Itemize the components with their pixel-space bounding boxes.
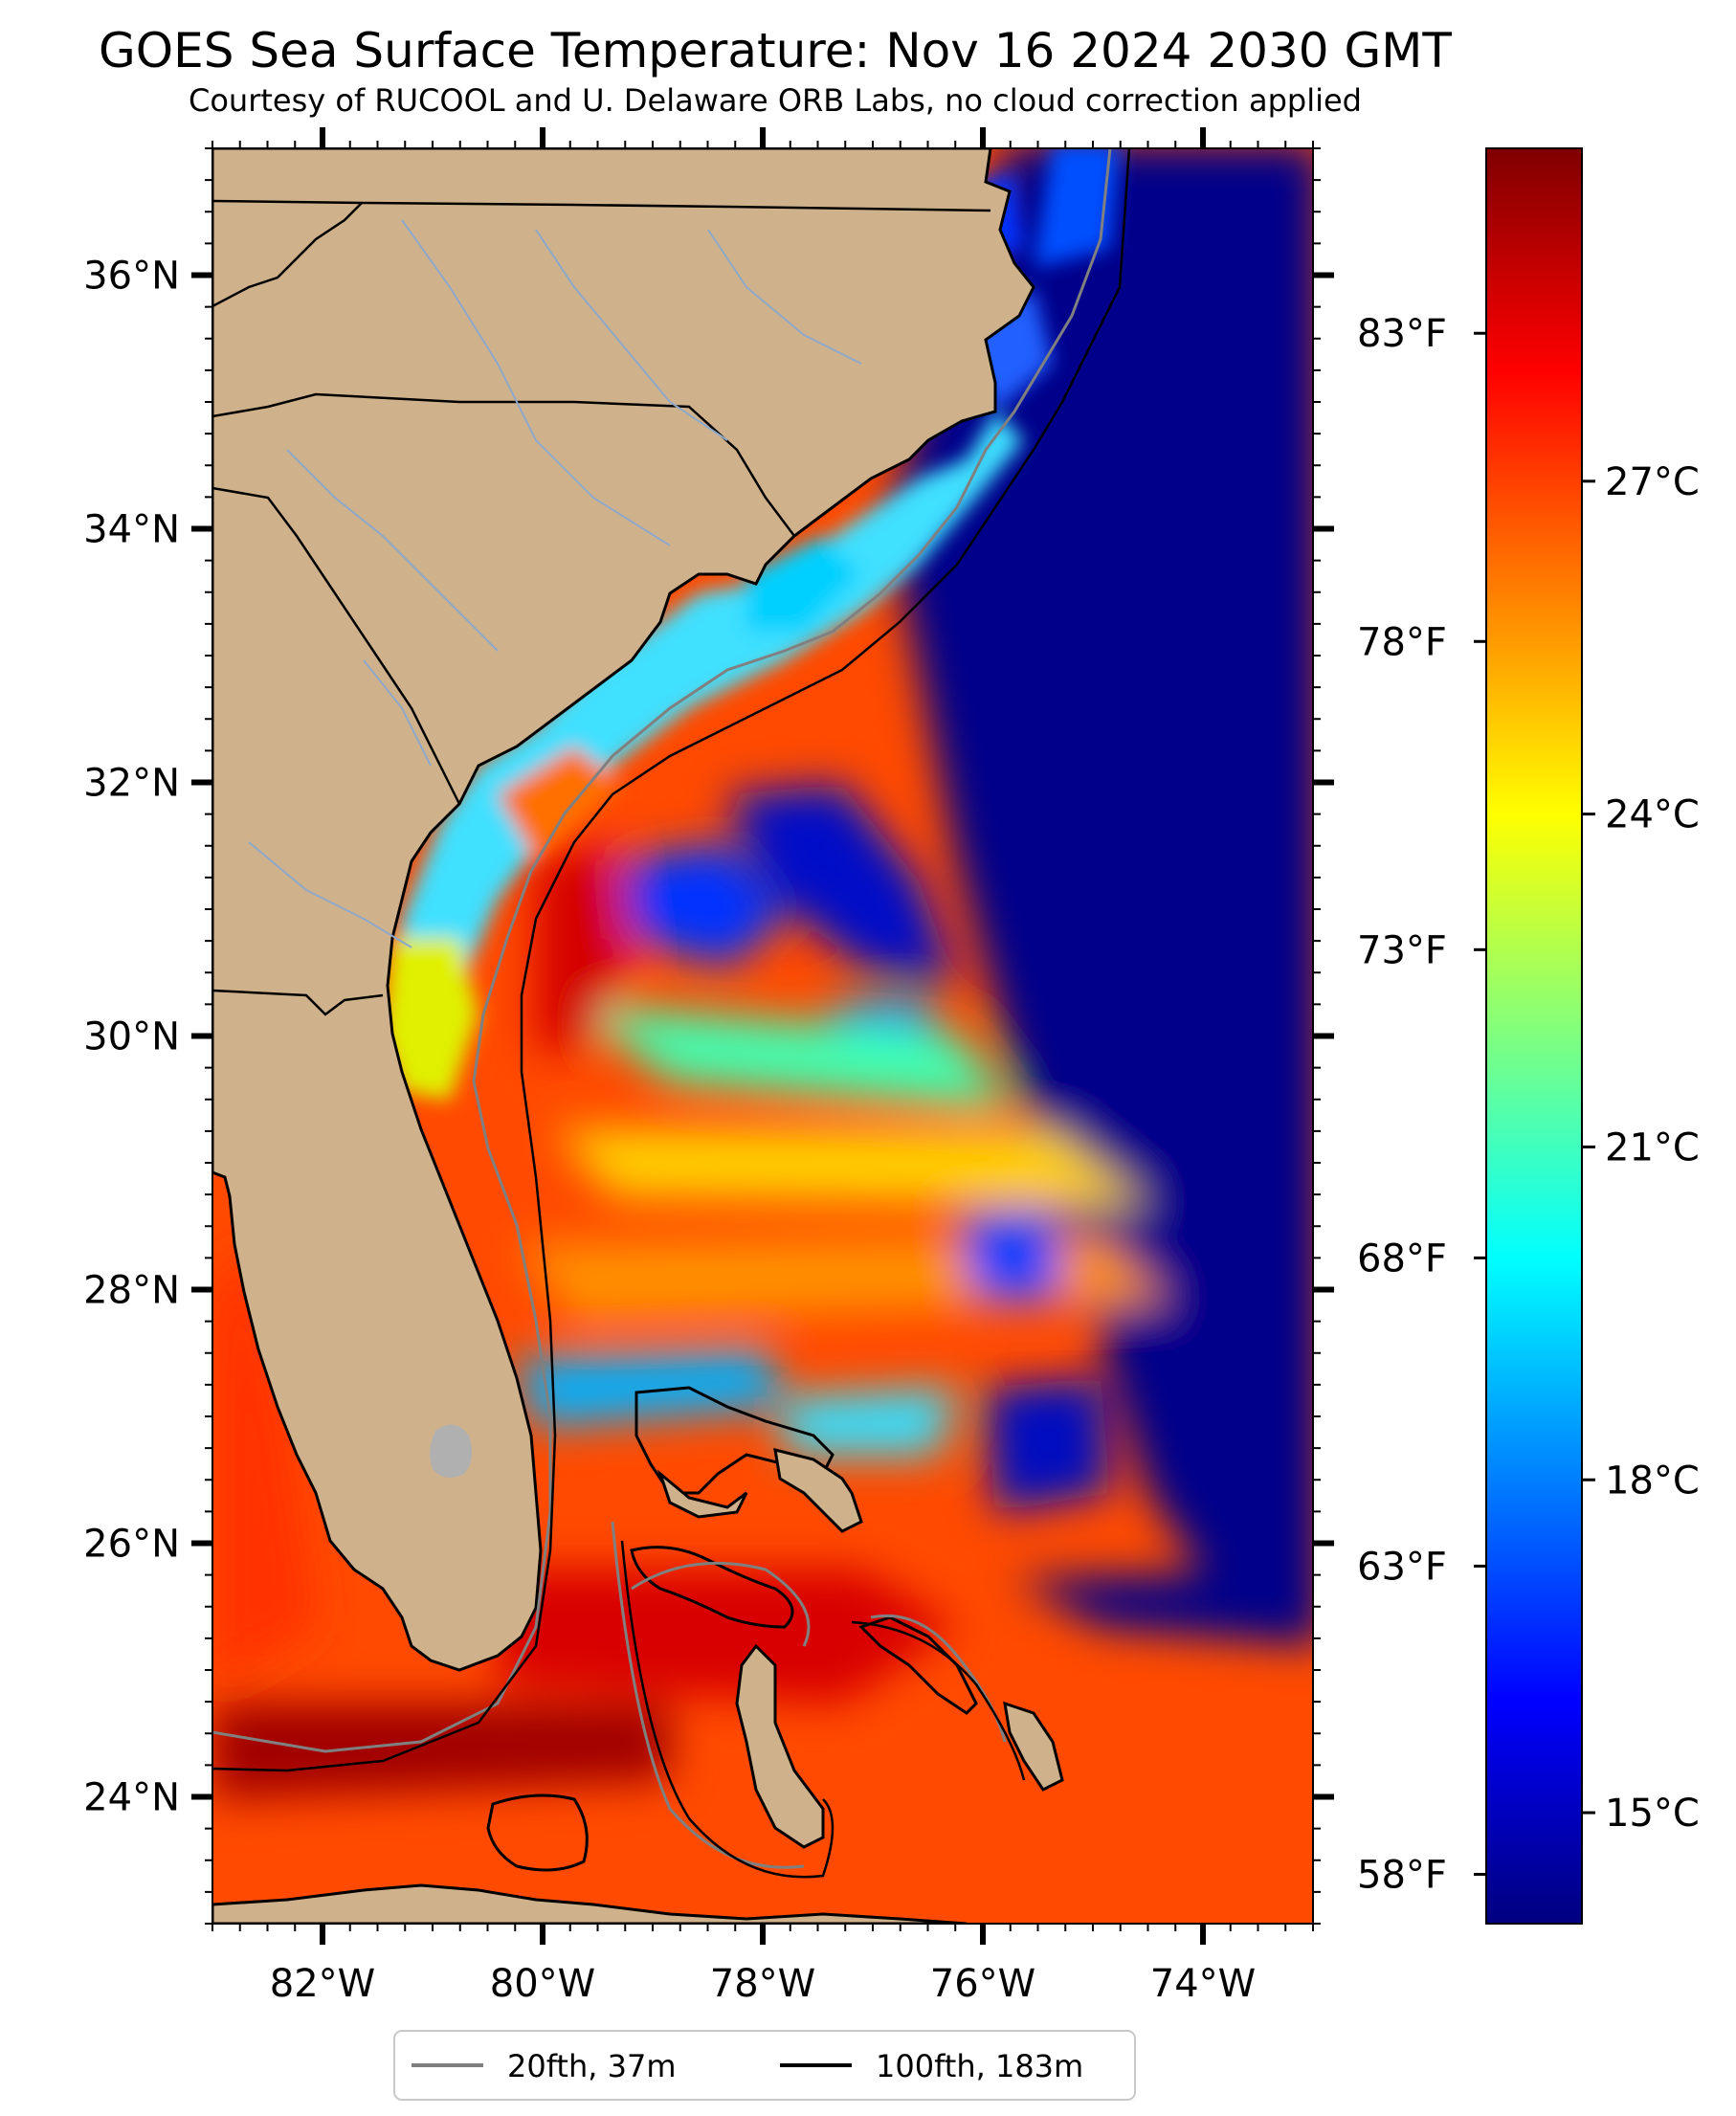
lat-tick-label: 26°N [83, 1523, 180, 1567]
celsius-tick-label: 15°C [1605, 1792, 1700, 1836]
lat-tick-label: 36°N [83, 255, 180, 299]
rivers [248, 219, 862, 948]
celsius-tick-label: 27°C [1605, 460, 1700, 504]
lon-tick-label: 74°W [1150, 1962, 1256, 2006]
fahrenheit-tick-label: 58°F [1357, 1853, 1447, 1897]
celsius-tick-label: 24°C [1605, 793, 1700, 837]
fahrenheit-tick-label: 68°F [1357, 1236, 1447, 1281]
fahrenheit-axis: 58°F 63°F 68°F 73°F 78°F 83°F [1357, 312, 1486, 1897]
fahrenheit-tick-label: 63°F [1357, 1545, 1447, 1589]
fahrenheit-tick-label: 78°F [1357, 620, 1447, 664]
longitude-axis: 82°W 80°W 78°W 76°W 74°W [270, 127, 1256, 2006]
celsius-axis: 15°C 18°C 21°C 24°C 27°C [1582, 460, 1700, 1836]
map-subtitle: Courtesy of RUCOOL and U. Delaware ORB L… [189, 82, 1362, 119]
lon-tick-label: 80°W [490, 1962, 595, 2006]
fahrenheit-tick-label: 83°F [1357, 312, 1447, 356]
lake-okeechobee [430, 1424, 473, 1478]
lat-tick-label: 30°N [83, 1015, 180, 1059]
legend-label-100fth: 100fth, 183m [876, 2048, 1083, 2084]
lon-tick-label: 78°W [710, 1962, 815, 2006]
state-borders [212, 199, 991, 1016]
land [212, 148, 1064, 1924]
celsius-tick-label: 18°C [1605, 1459, 1700, 1503]
lat-tick-label: 24°N [83, 1776, 180, 1820]
celsius-tick-label: 21°C [1605, 1125, 1700, 1169]
map-title: GOES Sea Surface Temperature: Nov 16 202… [99, 23, 1452, 78]
map-panel[interactable] [212, 144, 1321, 1924]
isobath-100fth [212, 148, 1131, 1879]
latitude-axis: 24°N 26°N 28°N 30°N 32°N 34°N 36°N [83, 255, 1334, 1820]
lat-tick-label: 34°N [83, 508, 180, 552]
colorbar [1485, 147, 1583, 1925]
lat-tick-label: 28°N [83, 1269, 180, 1313]
isobath-legend: 20fth, 37m 100fth, 183m [393, 2030, 1136, 2101]
legend-box [393, 2030, 1136, 2101]
lon-tick-label: 82°W [270, 1962, 375, 2006]
lat-tick-label: 32°N [83, 762, 180, 806]
lon-tick-label: 76°W [930, 1962, 1035, 2006]
fahrenheit-tick-label: 73°F [1357, 928, 1447, 972]
legend-label-20fth: 20fth, 37m [507, 2048, 676, 2084]
frame-minor-ticks [205, 141, 1321, 1931]
